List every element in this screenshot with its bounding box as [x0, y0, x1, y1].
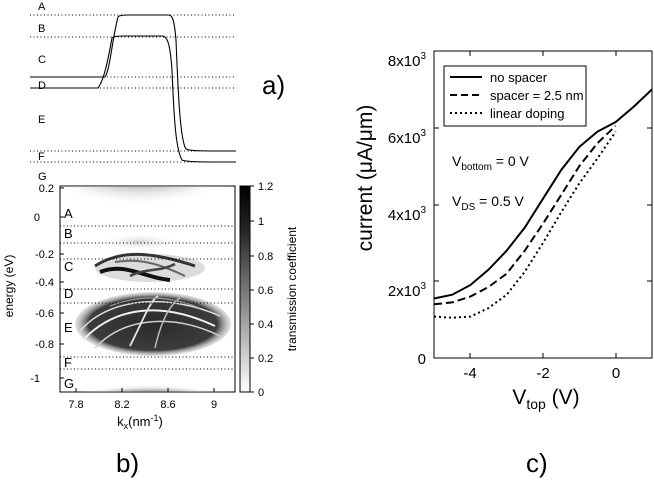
- panel-b-level-label: B: [64, 226, 73, 241]
- panel-b-label: b): [116, 448, 139, 478]
- panel-c-x-tick-label: 0: [612, 365, 620, 382]
- panel-b-colorbar-tick-label: 1.2: [258, 181, 273, 193]
- panel-a-level-label: G: [38, 171, 47, 183]
- panel-b-transmission-heatmap: A B C D E F G 0.2 0 -0.2 -0.4 -0.6 -0.8 …: [2, 181, 299, 478]
- panel-b-level-label: G: [64, 376, 74, 391]
- panel-b-x-tick-label: 8.6: [160, 399, 175, 411]
- panel-a-level-label: D: [38, 80, 46, 92]
- panel-c-legend-entry: no spacer: [490, 70, 548, 85]
- panel-b-x-axis: 7.8 8.2 8.6 9: [68, 388, 217, 411]
- panel-a-level-label: B: [38, 23, 45, 35]
- panel-b-y-axis-label: energy (eV): [2, 255, 16, 318]
- panel-c-legend-entry: spacer = 2.5 nm: [490, 88, 584, 103]
- panel-c-x-tick-label: -2: [536, 365, 549, 382]
- panel-c-y-axis-label: current (μA/μm): [354, 105, 377, 252]
- panel-a-level-label: C: [38, 54, 46, 66]
- band-B-region: [100, 233, 180, 251]
- panel-c-x-tick-label: -4: [463, 365, 476, 382]
- panel-c-y-tick-label: 0: [418, 351, 426, 368]
- panel-a-level-label: F: [38, 151, 45, 163]
- panel-b-colorbar-tick-label: 0.2: [258, 353, 273, 365]
- panel-b-colorbar-label: transmission coefficient: [285, 226, 299, 351]
- panel-b-colorbar-ticks: 1.2 1 0.8 0.6 0.4 0.2 0: [250, 181, 273, 399]
- panel-c-y-tick-label: 2x103: [388, 281, 427, 300]
- panel-b-y-tick-label: 0: [34, 212, 40, 224]
- panel-a-label: a): [262, 70, 285, 100]
- panel-b-x-tick-label: 9: [211, 399, 217, 411]
- panel-b-level-label: D: [64, 286, 73, 301]
- panel-b-colorbar-tick-label: 0.8: [258, 251, 273, 263]
- panel-b-colorbar-tick-label: 0.6: [258, 285, 273, 297]
- series-line-linear-doping: [433, 131, 617, 319]
- panel-b-y-tick-label: -0.4: [35, 277, 54, 289]
- panel-c-x-axis-label: Vtop (V): [512, 386, 579, 412]
- panel-b-colorbar: [239, 185, 251, 393]
- panel-b-level-label: F: [64, 355, 72, 370]
- panel-c-y-axis: 8x103 6x103 4x103 2x103 0: [388, 50, 652, 368]
- panel-a-level-label: A: [38, 1, 46, 13]
- panel-c-series-group: [433, 88, 653, 319]
- panel-b-x-axis-label: kx(nm-1): [117, 413, 163, 431]
- panel-c-annotation-vds: VDS = 0.5 V: [452, 193, 525, 213]
- panel-b-level-label: C: [64, 259, 73, 274]
- panel-b-y-axis: 0.2 0 -0.2 -0.4 -0.6 -0.8 -1: [30, 183, 64, 385]
- panel-c-x-axis: -4 -2 0: [463, 51, 620, 382]
- panel-b-x-tick-label: 8.2: [114, 399, 129, 411]
- panel-b-y-tick-label: 0.2: [39, 183, 54, 195]
- panel-c-annotation-vbottom: Vbottom = 0 V: [452, 153, 530, 173]
- panel-c-label: c): [526, 448, 548, 478]
- panel-c-current-chart: 8x103 6x103 4x103 2x103 0 current (μA/μm…: [354, 50, 653, 478]
- panel-c-y-tick-label: 8x103: [388, 51, 427, 70]
- panel-c-y-tick-label: 4x103: [388, 205, 427, 224]
- panel-b-colorbar-tick-label: 1: [258, 216, 264, 228]
- panel-a-conduction-band: [30, 14, 237, 152]
- band-A-region: [60, 186, 235, 239]
- panel-c-legend-entry: linear doping: [490, 106, 564, 121]
- panel-b-heatmap-bands: [60, 186, 235, 392]
- panel-b-level-label: A: [64, 206, 73, 221]
- panel-b-level-lines: [60, 225, 235, 370]
- panel-b-y-tick-label: -1: [30, 373, 40, 385]
- series-line-no-spacer: [433, 88, 653, 300]
- panel-b-x-tick-label: 7.8: [68, 399, 83, 411]
- panel-c-legend: no spacer spacer = 2.5 nm linear doping: [443, 65, 587, 127]
- panel-a-band-diagram: A B C D E F G a): [30, 1, 285, 183]
- panel-b-level-label: E: [64, 320, 73, 335]
- panel-b-y-tick-label: -0.6: [35, 308, 54, 320]
- panel-a-level-label: E: [38, 114, 45, 126]
- panel-b-y-tick-label: -0.8: [35, 339, 54, 351]
- panel-b-colorbar-tick-label: 0.4: [258, 319, 273, 331]
- panel-b-colorbar-tick-label: 0: [258, 387, 264, 399]
- series-line-spacer-2-5-nm: [433, 125, 617, 306]
- band-G-region: [70, 370, 230, 392]
- panel-a-valence-band: [30, 35, 237, 163]
- panel-b-y-tick-label: -0.2: [35, 249, 54, 261]
- panel-c-y-tick-label: 6x103: [388, 128, 427, 147]
